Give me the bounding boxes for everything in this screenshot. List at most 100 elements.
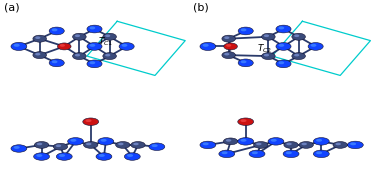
Circle shape [98, 138, 114, 145]
Circle shape [11, 42, 27, 50]
Circle shape [96, 153, 112, 160]
Circle shape [127, 154, 133, 157]
Circle shape [226, 139, 231, 142]
Circle shape [271, 139, 277, 142]
Circle shape [84, 142, 98, 148]
Circle shape [222, 151, 228, 154]
Circle shape [254, 142, 268, 148]
Circle shape [283, 150, 299, 158]
Circle shape [347, 141, 363, 149]
Circle shape [118, 143, 124, 145]
Circle shape [292, 33, 305, 40]
Circle shape [311, 44, 316, 47]
Circle shape [238, 118, 254, 126]
Circle shape [49, 59, 64, 67]
Circle shape [122, 44, 127, 47]
Circle shape [87, 25, 102, 33]
Circle shape [37, 143, 42, 145]
Circle shape [101, 139, 107, 142]
Circle shape [87, 60, 102, 68]
Circle shape [119, 43, 134, 50]
Circle shape [223, 138, 238, 145]
Circle shape [264, 34, 269, 37]
Text: $T_{C2}$: $T_{C2}$ [257, 42, 272, 55]
Circle shape [276, 25, 291, 33]
Circle shape [219, 150, 235, 158]
Circle shape [241, 60, 246, 63]
Circle shape [52, 60, 57, 63]
Circle shape [73, 33, 86, 40]
Circle shape [284, 142, 298, 148]
Circle shape [75, 34, 80, 37]
Circle shape [87, 43, 102, 50]
Circle shape [105, 34, 110, 37]
Circle shape [286, 143, 292, 145]
Circle shape [264, 54, 269, 56]
Circle shape [313, 138, 329, 145]
Circle shape [268, 138, 284, 145]
Circle shape [152, 144, 158, 147]
Circle shape [105, 54, 110, 56]
Circle shape [14, 44, 20, 47]
Circle shape [222, 52, 235, 59]
Circle shape [56, 153, 72, 160]
Circle shape [11, 145, 27, 152]
Circle shape [85, 119, 91, 122]
Circle shape [200, 141, 216, 149]
Circle shape [286, 151, 292, 154]
Circle shape [34, 142, 49, 148]
Circle shape [99, 154, 105, 157]
Circle shape [35, 53, 40, 55]
Text: $T_{C1}$: $T_{C1}$ [98, 35, 114, 48]
Circle shape [238, 59, 253, 67]
Circle shape [70, 139, 76, 142]
Circle shape [279, 26, 284, 29]
Circle shape [90, 44, 95, 47]
Circle shape [90, 26, 95, 29]
Circle shape [33, 35, 46, 42]
Circle shape [103, 33, 116, 40]
Circle shape [83, 118, 99, 126]
Circle shape [52, 28, 57, 31]
Circle shape [241, 28, 246, 31]
Text: (a): (a) [4, 3, 19, 13]
Circle shape [252, 151, 258, 154]
Circle shape [350, 142, 356, 145]
Circle shape [57, 43, 71, 50]
Circle shape [308, 43, 323, 50]
Circle shape [203, 44, 209, 47]
Circle shape [73, 53, 86, 60]
Circle shape [224, 53, 229, 55]
Circle shape [262, 33, 275, 40]
Circle shape [59, 154, 65, 157]
Circle shape [133, 143, 139, 145]
Circle shape [56, 145, 61, 147]
Circle shape [294, 34, 299, 37]
Circle shape [279, 44, 284, 47]
Circle shape [116, 142, 130, 148]
Circle shape [240, 139, 246, 142]
Circle shape [222, 35, 235, 42]
Circle shape [292, 53, 305, 60]
Circle shape [256, 143, 262, 145]
Circle shape [49, 27, 64, 35]
Circle shape [35, 36, 40, 39]
Circle shape [124, 153, 140, 160]
Circle shape [53, 143, 68, 150]
Circle shape [36, 154, 42, 157]
Circle shape [90, 61, 95, 64]
Circle shape [33, 52, 46, 59]
Text: (b): (b) [193, 3, 209, 13]
Circle shape [299, 142, 313, 148]
Circle shape [279, 61, 284, 64]
Circle shape [149, 143, 165, 150]
Circle shape [316, 139, 322, 142]
Circle shape [224, 36, 229, 39]
Circle shape [224, 43, 237, 50]
Circle shape [68, 138, 84, 145]
Circle shape [276, 60, 291, 68]
Circle shape [14, 146, 20, 149]
Circle shape [60, 44, 65, 47]
Circle shape [103, 53, 116, 60]
Circle shape [226, 44, 231, 47]
